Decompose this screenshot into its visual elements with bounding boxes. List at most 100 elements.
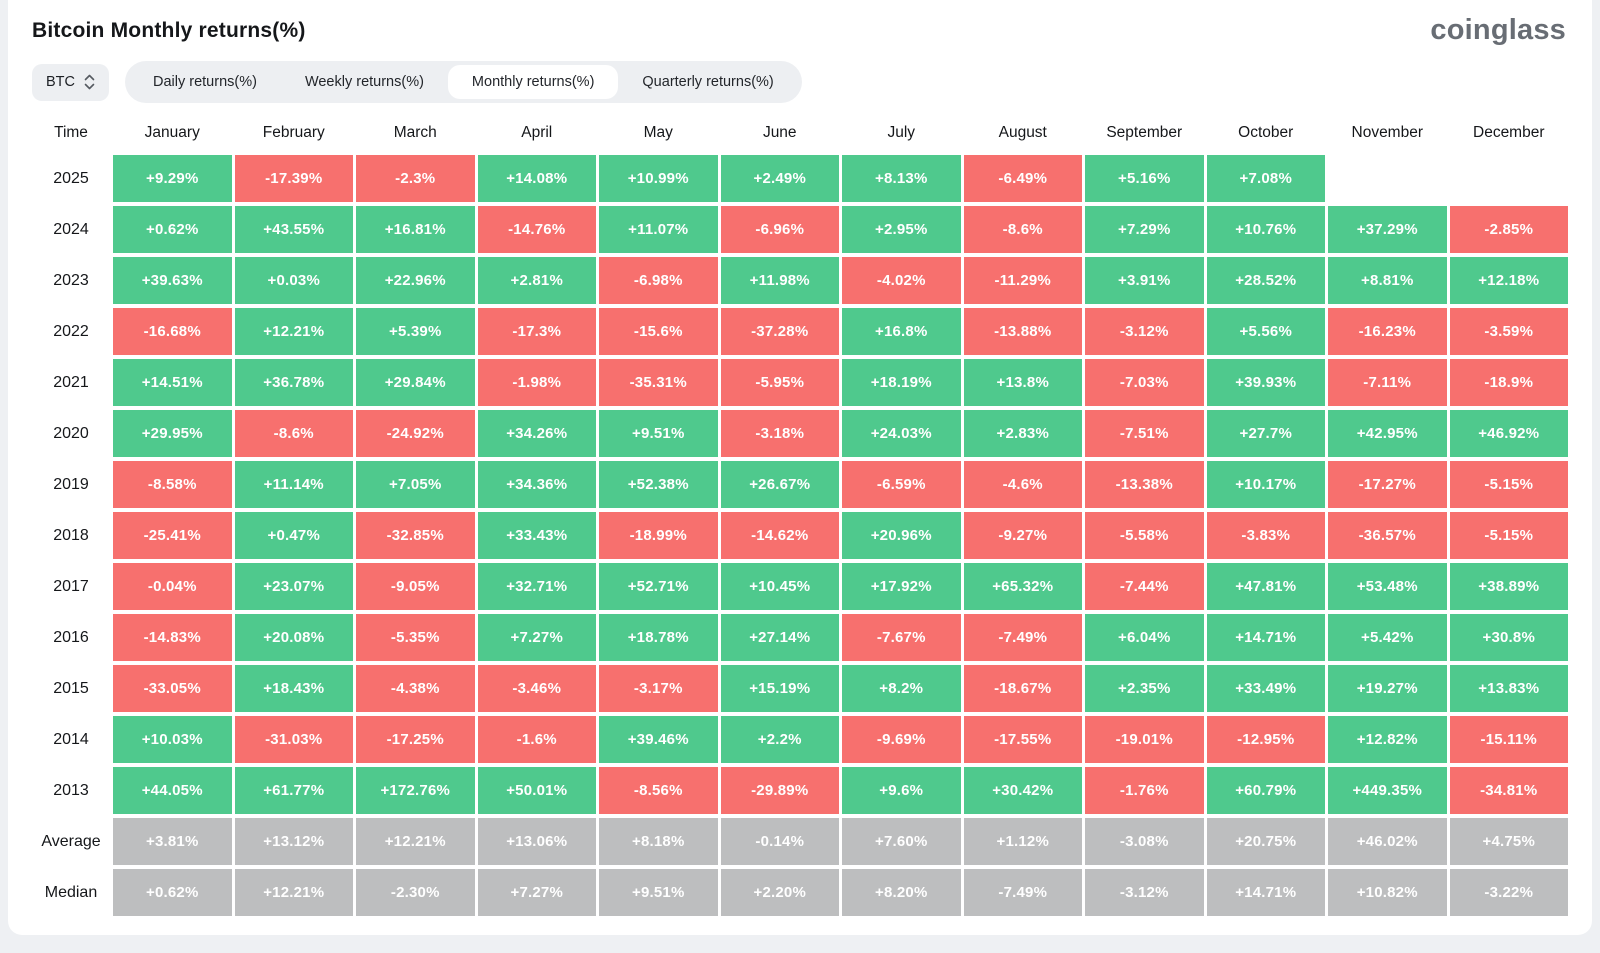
- return-cell: +2.20%: [720, 869, 839, 916]
- return-cell: +43.55%: [234, 206, 353, 253]
- return-cell: +10.17%: [1206, 461, 1325, 508]
- tab-quarterly-returns[interactable]: Quarterly returns(%): [642, 74, 774, 90]
- row-label-2021: 2021: [53, 373, 89, 391]
- return-cell: +42.95%: [1328, 410, 1447, 457]
- return-cell: -1.76%: [1085, 767, 1204, 814]
- return-cell: +36.78%: [234, 359, 353, 406]
- return-cell: +14.71%: [1206, 614, 1325, 661]
- returns-table: Time January February March April May June July…: [32, 115, 1568, 916]
- return-cell: -29.89%: [720, 767, 839, 814]
- tab-daily-returns[interactable]: Daily returns(%): [153, 74, 257, 90]
- return-cell: -33.05%: [113, 665, 232, 712]
- return-cell: +10.99%: [599, 155, 718, 202]
- month-header-june: June: [762, 124, 797, 141]
- return-cell: +50.01%: [477, 767, 596, 814]
- sort-arrows-icon: [84, 74, 95, 90]
- return-cell: +5.16%: [1085, 155, 1204, 202]
- return-cell: +33.43%: [477, 512, 596, 559]
- return-cell: +37.29%: [1328, 206, 1447, 253]
- return-cell: +19.27%: [1328, 665, 1447, 712]
- return-cell: +53.48%: [1328, 563, 1447, 610]
- return-cell: +6.04%: [1085, 614, 1204, 661]
- return-cell: +9.29%: [113, 155, 232, 202]
- return-cell: +8.18%: [599, 818, 718, 865]
- return-cell: -5.95%: [720, 359, 839, 406]
- return-cell: +13.06%: [477, 818, 596, 865]
- row-label-2015: 2015: [53, 679, 89, 697]
- row-label-2022: 2022: [53, 322, 89, 340]
- tab-monthly-returns[interactable]: Monthly returns(%): [447, 65, 619, 99]
- return-cell: +30.8%: [1449, 614, 1568, 661]
- return-cell: +0.62%: [113, 206, 232, 253]
- return-cell: -7.49%: [963, 869, 1082, 916]
- page-title: Bitcoin Monthly returns(%): [32, 18, 306, 42]
- return-cell: +3.91%: [1085, 257, 1204, 304]
- return-cell: -18.99%: [599, 512, 718, 559]
- tab-weekly-returns[interactable]: Weekly returns(%): [304, 74, 424, 90]
- return-cell: +7.05%: [356, 461, 475, 508]
- return-cell: -36.57%: [1328, 512, 1447, 559]
- return-cell: +2.35%: [1085, 665, 1204, 712]
- return-cell: +1.12%: [963, 818, 1082, 865]
- return-cell: +10.03%: [113, 716, 232, 763]
- return-cell: +10.45%: [720, 563, 839, 610]
- return-cell: +0.47%: [234, 512, 353, 559]
- return-cell: +9.51%: [599, 869, 718, 916]
- return-cell: +8.81%: [1328, 257, 1447, 304]
- return-cell: +0.03%: [234, 257, 353, 304]
- return-cell: +7.60%: [842, 818, 961, 865]
- return-cell: +39.46%: [599, 716, 718, 763]
- return-cell: +10.82%: [1328, 869, 1447, 916]
- return-cell: +39.93%: [1206, 359, 1325, 406]
- return-cell: -25.41%: [113, 512, 232, 559]
- return-cell: +449.35%: [1328, 767, 1447, 814]
- return-cell: +11.98%: [720, 257, 839, 304]
- return-cell: -5.15%: [1449, 512, 1568, 559]
- return-cell: +20.96%: [842, 512, 961, 559]
- month-header-january: January: [144, 124, 200, 141]
- return-cell: +2.49%: [720, 155, 839, 202]
- return-cell: +14.71%: [1206, 869, 1325, 916]
- return-cell: +32.71%: [477, 563, 596, 610]
- return-cell: +26.67%: [720, 461, 839, 508]
- return-cell: +30.42%: [963, 767, 1082, 814]
- return-cell: -18.9%: [1449, 359, 1568, 406]
- return-cell: +8.20%: [842, 869, 961, 916]
- return-cell: +47.81%: [1206, 563, 1325, 610]
- return-cell: +2.83%: [963, 410, 1082, 457]
- return-cell: -2.85%: [1449, 206, 1568, 253]
- return-cell: -8.56%: [599, 767, 718, 814]
- return-cell: +61.77%: [234, 767, 353, 814]
- return-cell: -7.11%: [1328, 359, 1447, 406]
- row-label-2017: 2017: [53, 577, 89, 595]
- row-label-2019: 2019: [53, 475, 89, 493]
- return-cell: -16.23%: [1328, 308, 1447, 355]
- return-cell: +20.08%: [234, 614, 353, 661]
- return-cell: +44.05%: [113, 767, 232, 814]
- month-header-november: November: [1351, 124, 1424, 141]
- return-cell: +29.84%: [356, 359, 475, 406]
- return-cell: +0.62%: [113, 869, 232, 916]
- month-header-march: March: [393, 124, 437, 141]
- return-cell: +18.78%: [599, 614, 718, 661]
- return-cell: +34.26%: [477, 410, 596, 457]
- return-cell: +28.52%: [1206, 257, 1325, 304]
- row-label-2020: 2020: [53, 424, 89, 442]
- return-cell: -9.27%: [963, 512, 1082, 559]
- return-cell: +9.6%: [842, 767, 961, 814]
- return-cell: +52.38%: [599, 461, 718, 508]
- return-cell: +2.95%: [842, 206, 961, 253]
- return-cell: -17.39%: [234, 155, 353, 202]
- return-cell: +8.13%: [842, 155, 961, 202]
- row-label-2024: 2024: [53, 220, 89, 238]
- symbol-selector[interactable]: BTC: [32, 63, 109, 101]
- return-cell: -3.12%: [1085, 869, 1204, 916]
- return-cell: -1.98%: [477, 359, 596, 406]
- return-cell: +5.42%: [1328, 614, 1447, 661]
- return-cell: -3.08%: [1085, 818, 1204, 865]
- symbol-selector-value: BTC: [46, 74, 75, 90]
- return-cell: +23.07%: [234, 563, 353, 610]
- return-cell: -4.38%: [356, 665, 475, 712]
- return-cell: -8.6%: [234, 410, 353, 457]
- return-cell: +12.21%: [234, 308, 353, 355]
